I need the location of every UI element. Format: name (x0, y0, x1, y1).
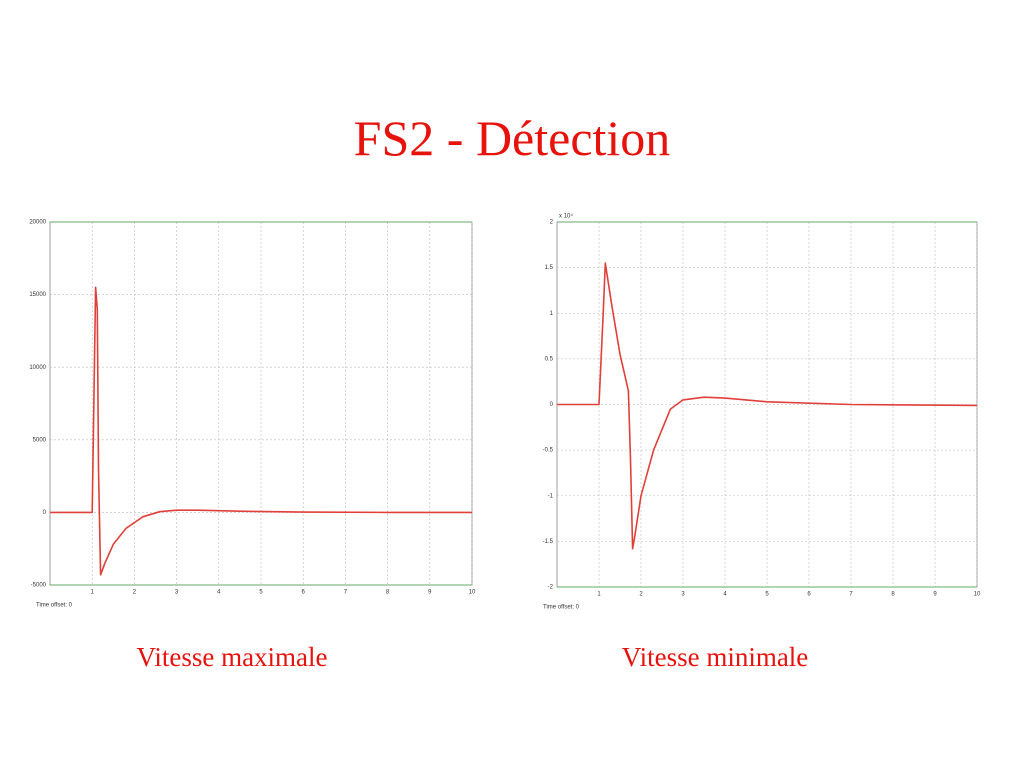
x-tick-label: 10 (974, 592, 981, 598)
x-tick-label: 6 (302, 590, 306, 596)
x-tick-label: 9 (933, 592, 937, 598)
y-tick-label: 15000 (29, 292, 46, 298)
y-tick-label: 0 (43, 510, 47, 516)
x-tick-label: 5 (259, 590, 263, 596)
x-tick-label: 3 (681, 592, 685, 598)
x-tick-label: 7 (849, 592, 853, 598)
time-offset: Time offset: 0 (543, 605, 580, 611)
chart-caption: Vitesse minimale (622, 642, 809, 672)
x-tick-label: 9 (428, 590, 432, 596)
x-tick-label: 4 (217, 590, 221, 596)
y-tick-label: -1.5 (543, 539, 554, 545)
y-multiplier: x 10⁴ (559, 213, 573, 220)
y-tick-label: 0.5 (545, 356, 554, 362)
x-tick-label: 3 (175, 590, 179, 596)
y-tick-label: -2 (548, 585, 554, 591)
slide-title: FS2 - Détection (354, 110, 671, 166)
y-tick-label: -0.5 (543, 448, 554, 454)
y-tick-label: 5000 (33, 437, 47, 443)
x-tick-label: 2 (133, 590, 137, 596)
x-tick-label: 5 (765, 592, 769, 598)
y-tick-label: 2 (550, 220, 554, 226)
x-tick-label: 8 (386, 590, 390, 596)
x-tick-label: 1 (597, 592, 601, 598)
x-tick-label: 7 (344, 590, 348, 596)
x-tick-label: 6 (807, 592, 811, 598)
x-tick-label: 4 (723, 592, 727, 598)
x-tick-label: 1 (91, 590, 95, 596)
time-offset: Time offset: 0 (36, 603, 73, 609)
x-tick-label: 8 (891, 592, 895, 598)
chart-caption: Vitesse maximale (136, 642, 327, 672)
x-tick-label: 10 (469, 590, 476, 596)
data-line (557, 262, 978, 550)
y-tick-label: 10000 (29, 365, 46, 371)
y-tick-label: 20000 (29, 220, 46, 226)
y-tick-label: 1 (550, 311, 554, 317)
x-tick-label: 2 (639, 592, 643, 598)
y-tick-label: -5000 (31, 583, 47, 589)
y-tick-label: 1.5 (545, 265, 554, 271)
y-tick-label: -1 (548, 493, 554, 499)
y-tick-label: 0 (550, 402, 554, 408)
data-line (50, 286, 472, 576)
